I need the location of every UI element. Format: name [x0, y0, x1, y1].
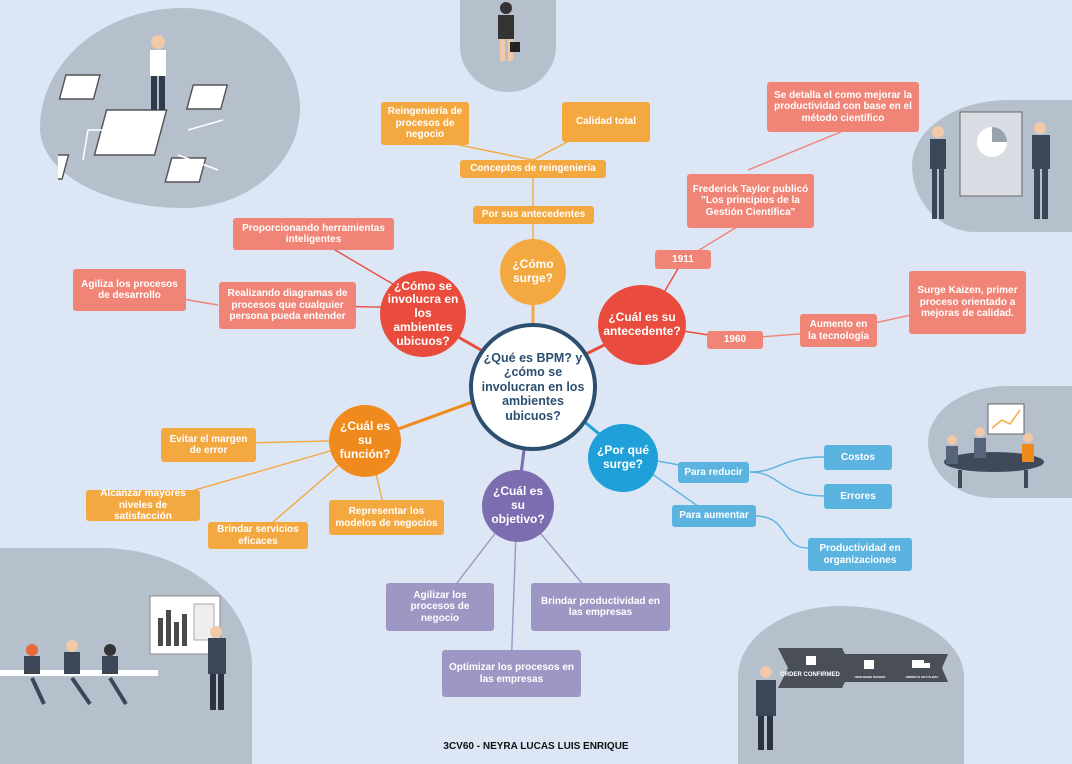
- meeting-icon: [944, 403, 1044, 488]
- presentation-icon: [930, 111, 1050, 219]
- box-errores[interactable]: Errores: [824, 484, 892, 509]
- box-costos[interactable]: Costos: [824, 445, 892, 470]
- item-packed-text: ITEM BEING PACKED: [855, 675, 887, 679]
- box-reingenieria[interactable]: Reingeniería de procesos de negocio: [381, 102, 469, 145]
- chip-icon: [58, 35, 229, 183]
- box-detalla[interactable]: Se detalla el como mejorar la productivi…: [767, 82, 919, 132]
- author-footer: 3CV60 - NEYRA LUCAS LUIS ENRIQUE: [443, 741, 629, 752]
- box-1960[interactable]: 1960: [707, 331, 763, 349]
- box-aumento[interactable]: Aumento en la tecnología: [800, 314, 877, 347]
- box-representar[interactable]: Representar los modelos de negocios: [329, 500, 444, 535]
- box-calidad-total[interactable]: Calidad total: [562, 102, 650, 142]
- node-por-que[interactable]: ¿Por qué surge?: [588, 424, 658, 492]
- box-1911[interactable]: 1911: [655, 250, 711, 269]
- order-on-way-text: ORDER IS ON ITS WAY: [906, 675, 939, 679]
- box-brindar-servicios[interactable]: Brindar servicios eficaces: [208, 522, 308, 549]
- box-agilizar[interactable]: Agilizar los procesos de negocio: [386, 583, 494, 631]
- node-objetivo[interactable]: ¿Cuál es su objetivo?: [482, 470, 554, 542]
- bar-chart-icon: [0, 595, 226, 710]
- node-antecedente[interactable]: ¿Cuál es su antecedente?: [598, 285, 686, 365]
- box-por-antecedentes[interactable]: Por sus antecedentes: [473, 206, 594, 224]
- box-para-aumentar[interactable]: Para aumentar: [672, 505, 756, 527]
- box-diagramas[interactable]: Realizando diagramas de procesos que cua…: [219, 282, 356, 329]
- order-confirmed-text: ORDER CONFIRMED: [780, 672, 840, 678]
- node-funcion[interactable]: ¿Cuál es su función?: [329, 405, 401, 477]
- box-taylor[interactable]: Frederick Taylor publicó "Los principios…: [687, 174, 814, 228]
- box-optimizar[interactable]: Optimizar los procesos en las empresas: [442, 650, 581, 697]
- node-como-surge[interactable]: ¿Cómo surge?: [500, 239, 566, 305]
- box-brindar-productividad[interactable]: Brindar productividad en las empresas: [531, 583, 670, 631]
- center-node[interactable]: ¿Qué es BPM? y ¿cómo se involucran en lo…: [469, 323, 597, 451]
- node-involucra[interactable]: ¿Cómo se involucra en los ambientes ubic…: [380, 271, 466, 357]
- box-kaizen[interactable]: Surge Kaizen, primer proceso orientado a…: [909, 271, 1026, 334]
- box-alcanzar[interactable]: Alcanzar mayores niveles de satisfacción: [86, 488, 200, 522]
- box-conceptos[interactable]: Conceptos de reingeniería: [460, 160, 606, 178]
- box-herramientas[interactable]: Proporcionando herramientas inteligentes: [233, 218, 394, 250]
- box-agiliza[interactable]: Agiliza los procesos de desarrollo: [73, 269, 186, 311]
- delivery-truck-icon: ORDER CONFIRMED ITEM BEING PACKED ORDER …: [756, 648, 948, 750]
- businesswoman-icon: [498, 2, 520, 61]
- box-evitar[interactable]: Evitar el margen de error: [161, 428, 256, 462]
- box-productividad[interactable]: Productividad en organizaciones: [808, 538, 912, 571]
- box-para-reducir[interactable]: Para reducir: [678, 462, 749, 483]
